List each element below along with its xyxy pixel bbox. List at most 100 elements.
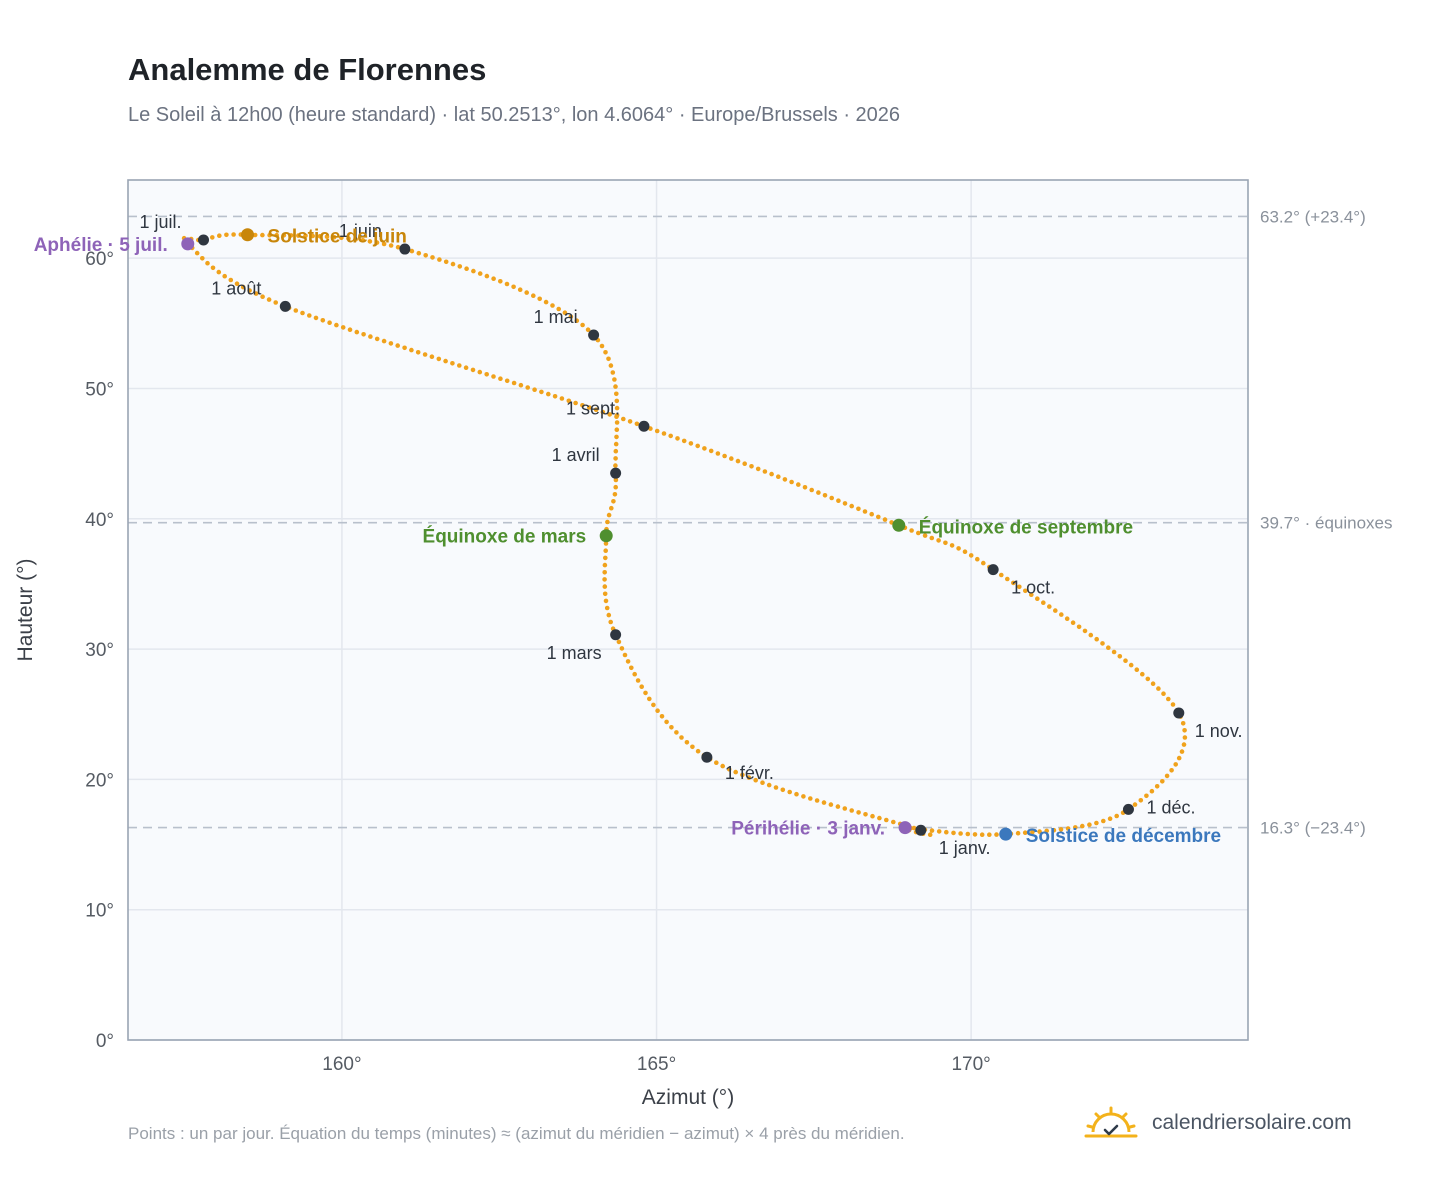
- analemma-dot: [260, 294, 265, 300]
- analemma-dot: [688, 441, 694, 446]
- analemma-dot: [423, 253, 429, 258]
- analemma-dot: [327, 320, 332, 326]
- analemma-dot: [614, 420, 620, 425]
- analemma-dot: [769, 471, 774, 477]
- analemma-dot: [532, 387, 537, 393]
- month-marker-label: 1 sept.: [566, 398, 620, 418]
- analemma-dot: [619, 646, 625, 651]
- analemma-dot: [621, 416, 626, 422]
- analemma-dot: [714, 760, 719, 765]
- analemma-dot: [320, 318, 326, 323]
- analemma-dot: [603, 350, 608, 355]
- analemma-dot: [814, 798, 820, 803]
- analemma-dot: [354, 329, 360, 335]
- analemma-dot: [1017, 584, 1022, 590]
- event-marker-label: Équinoxe de mars: [423, 526, 587, 548]
- analemma-dot: [695, 443, 700, 449]
- analemma-dot: [603, 541, 609, 546]
- analemma-dot: [552, 394, 558, 399]
- analemma-dot: [863, 812, 868, 817]
- analemma-dot: [602, 570, 607, 575]
- analemma-dot: [224, 232, 229, 238]
- analemma-dot: [773, 785, 779, 790]
- analemma-dot: [1176, 755, 1182, 761]
- reference-line-label: 16.3° (−23.4°): [1260, 819, 1366, 838]
- analemma-dot: [605, 519, 610, 525]
- analemma-dot: [477, 271, 483, 276]
- month-marker-label: 1 mars: [547, 643, 602, 663]
- analemma-dot: [267, 232, 272, 238]
- analemma-dot: [484, 372, 490, 377]
- analemma-dot: [293, 308, 299, 313]
- month-marker-label: 1 juin: [339, 221, 382, 241]
- analemma-dot: [702, 446, 707, 451]
- analemma-dot: [616, 639, 622, 645]
- analemma-dot: [562, 310, 568, 316]
- analemma-dot: [234, 281, 240, 287]
- event-marker-label: Solstice de juin: [268, 227, 407, 248]
- analemma-dot: [842, 806, 848, 811]
- analemma-dot: [443, 358, 448, 364]
- analemma-dot: [999, 572, 1004, 578]
- analemma-dot: [415, 350, 421, 355]
- analemma-dot: [491, 374, 496, 379]
- month-marker-label: 1 nov.: [1195, 721, 1243, 741]
- analemma-dot: [668, 433, 673, 439]
- event-marker: [241, 228, 255, 242]
- y-tick-label: 50°: [85, 379, 114, 400]
- analemma-dot: [1134, 667, 1140, 672]
- analemma-dot: [568, 314, 574, 319]
- analemma-dot: [1051, 827, 1057, 833]
- analemma-dot: [1107, 816, 1113, 821]
- analemma-dot: [787, 789, 792, 795]
- plot-area: [128, 180, 1248, 1040]
- analemma-dot: [849, 808, 854, 813]
- analemma-dot: [200, 255, 205, 261]
- analemma-dot: [602, 591, 608, 597]
- analemma-dot: [360, 238, 366, 243]
- analemma-dot: [956, 546, 961, 551]
- analemma-dot: [580, 322, 585, 328]
- analemma-dot: [1087, 822, 1092, 827]
- analemma-dot: [643, 690, 648, 696]
- analemma-dot: [1149, 788, 1155, 794]
- analemma-dot: [780, 787, 786, 793]
- analemma-dot: [340, 325, 346, 330]
- analemma-dot: [1029, 592, 1034, 597]
- analemma-dot: [664, 719, 669, 725]
- analemma-dot: [1181, 742, 1187, 747]
- analemma-dot: [622, 652, 628, 658]
- analemma-dot: [876, 514, 881, 520]
- brand-logo[interactable]: calendriersolaire.com: [1084, 1100, 1352, 1146]
- analemma-dot: [537, 296, 542, 302]
- analemma-dot: [310, 233, 316, 239]
- analemma-dot: [975, 556, 980, 562]
- analemma-dot: [1179, 749, 1185, 754]
- analemma-dot: [856, 810, 861, 815]
- analemma-dot: [936, 829, 942, 834]
- analemma-dot: [606, 512, 612, 518]
- analemma-dot: [585, 327, 591, 333]
- analemma-dot: [409, 347, 414, 353]
- analemma-dot: [625, 659, 631, 664]
- month-marker: [399, 243, 411, 255]
- analemma-dot: [260, 232, 265, 238]
- analemma-dot: [210, 235, 215, 240]
- analemma-dot: [927, 832, 933, 837]
- analemma-dot: [842, 501, 848, 506]
- analemma-dot: [909, 528, 914, 533]
- y-tick-label: 30°: [85, 640, 114, 661]
- analemma-dot: [281, 233, 287, 238]
- analemma-dot: [1058, 827, 1064, 832]
- analemma-dot: [776, 474, 781, 480]
- analemma-dot: [546, 391, 551, 397]
- analemma-dot: [1011, 580, 1016, 586]
- analemma-dot: [614, 434, 619, 440]
- event-marker-label: Aphélie · 5 juil.: [34, 235, 168, 256]
- analemma-dot: [603, 555, 608, 561]
- analemma-dot: [253, 291, 259, 296]
- analemma-dot: [374, 240, 380, 245]
- analemma-dot: [1160, 779, 1165, 784]
- analemma-dot: [614, 414, 619, 420]
- analemma-dot: [1106, 645, 1111, 650]
